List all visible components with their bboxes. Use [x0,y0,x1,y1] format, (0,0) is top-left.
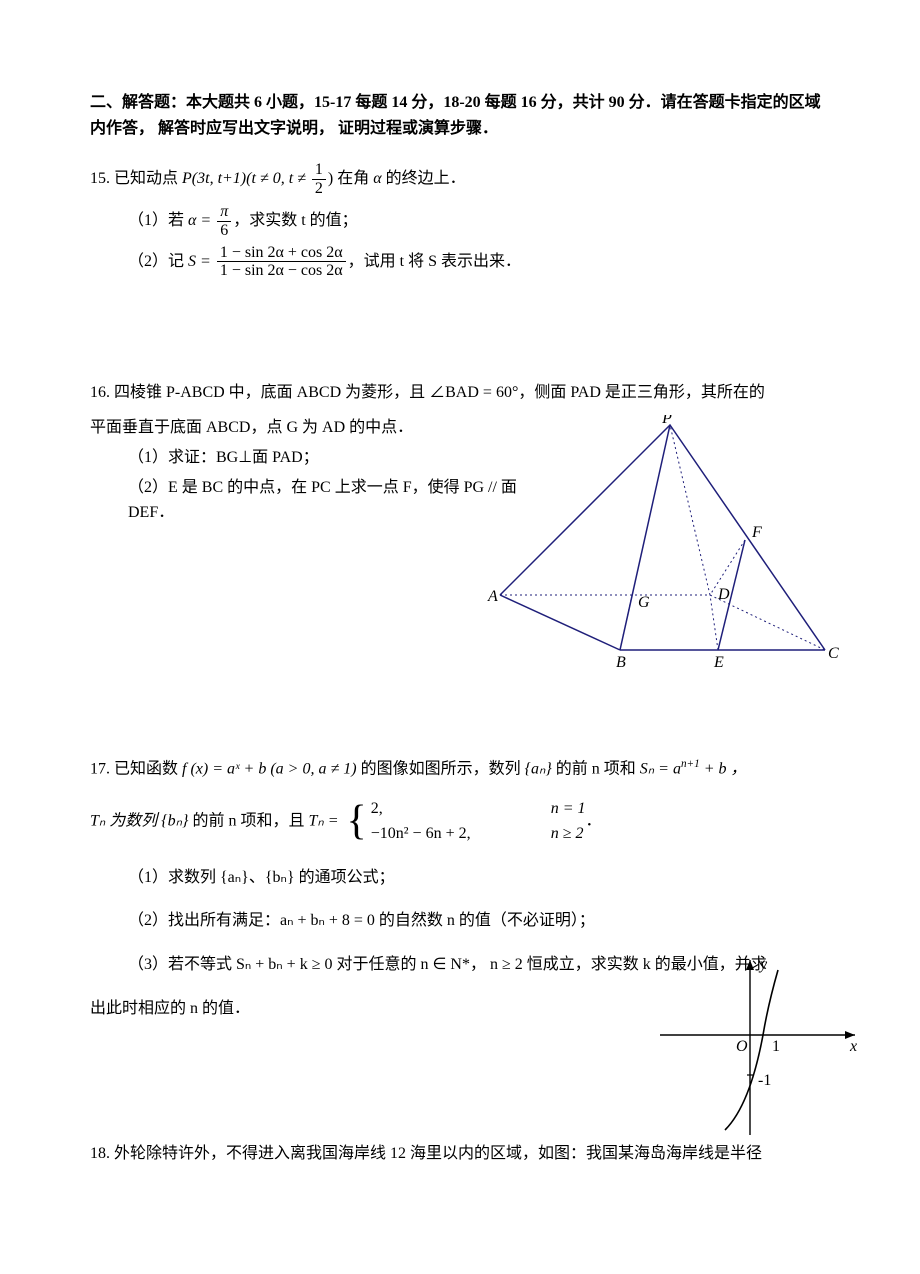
math: P(3t, t+1)(t ≠ 0, t ≠ [182,170,310,187]
math: {aₙ} [525,760,552,777]
text: 外轮除特许外，不得进入离我国海岸线 12 海里以内的区域，如图：我国某海岛海岸线… [110,1145,762,1162]
math: α [373,170,381,187]
case-2-left: −10n² − 6n + 2, [371,821,521,847]
problem-number: 17. [90,760,110,777]
problem-18-stem: 18. 外轮除特许外，不得进入离我国海岸线 12 海里以内的区域，如图：我国某海… [90,1141,830,1167]
problem-15-stem: 15. 已知动点 P(3t, t+1)(t ≠ 0, t ≠ 12) 在角 α … [90,161,830,197]
denominator: 1 − sin 2α − cos 2α [217,261,346,280]
denominator: 6 [217,221,231,240]
numerator: 1 [312,161,326,179]
text: ) 在角 [328,170,373,187]
problem-number: 15. [90,170,110,187]
problem-17-part-1: （1）求数列 {aₙ}、{bₙ} 的通项公式； [90,865,830,891]
fraction: π6 [217,203,231,239]
origin-label: O [736,1038,748,1055]
problem-15-part-1: （1）若 α = π6，求实数 t 的值； [90,203,830,239]
edge-dp [670,425,710,595]
fraction: 1 − sin 2α + cos 2α1 − sin 2α − cos 2α [217,244,346,280]
label-p: P [661,415,672,427]
label-g: G [638,594,650,611]
numerator: π [217,203,231,221]
text: （1）若 [128,212,188,229]
problem-17-stem: 17. 已知函数 f (x) = aˣ + b (a > 0, a ≠ 1) 的… [90,756,830,782]
problem-number: 16. [90,384,110,401]
text: ． [586,812,602,829]
exam-page: 二、解答题：本大题共 6 小题，15-17 每题 14 分，18-20 每题 1… [0,0,920,1274]
function-graph: x y O 1 -1 [660,955,860,1140]
piecewise: { 2, n = 1 −10n² − 6n + 2, n ≥ 2 [347,796,586,847]
text: 四棱锥 P-ABCD 中，底面 ABCD 为菱形，且 ∠BAD = 60°，侧面… [110,384,765,401]
text: 已知动点 [110,170,182,187]
label-c: C [828,645,839,662]
edge-ed [710,595,718,650]
text: 已知函数 [110,760,182,777]
label-d: D [717,586,730,603]
tick-1: 1 [772,1038,780,1055]
arrowhead-icon [746,960,754,970]
left-brace-icon: { [347,796,367,847]
axis-label-y: y [758,956,768,973]
axis-label-x: x [849,1038,857,1055]
math: Tₙ = [308,812,342,829]
math: α = [188,212,215,229]
label-e: E [713,654,724,670]
curve [725,970,778,1130]
text: ，求实数 t 的值； [233,212,357,229]
problem-15-part-2: （2）记 S = 1 − sin 2α + cos 2α1 − sin 2α −… [90,244,830,280]
case-1-left: 2, [371,796,521,822]
case-2-cond: n ≥ 2 [551,821,584,847]
edge-dc [710,595,825,650]
math: + b ， [700,760,747,777]
math: Sₙ = a [640,760,681,777]
math: f (x) = aˣ + b (a > 0, a ≠ 1) [182,760,357,777]
text: （2）记 [128,252,188,269]
label-b: B [616,654,626,670]
denominator: 2 [312,179,326,198]
text: 的图像如图所示，数列 [357,760,525,777]
section-heading: 二、解答题：本大题共 6 小题，15-17 每题 14 分，18-20 每题 1… [90,90,830,141]
math: Tₙ 为数列 [90,812,161,829]
label-a: A [487,588,498,605]
numerator: 1 − sin 2α + cos 2α [217,244,346,262]
text: ，试用 t 将 S 表示出来． [348,252,521,269]
math: {bₙ} [161,812,188,829]
pyramid-diagram: P A B C D E F G [470,415,840,670]
exponent: n+1 [681,758,700,770]
problem-17-part-2: （2）找出所有满足：aₙ + bₙ + 8 = 0 的自然数 n 的值（不必证明… [90,908,830,934]
math: S = [188,252,215,269]
problem-17-tn: Tₙ 为数列 {bₙ} 的前 n 项和，且 Tₙ = { 2, n = 1 −10… [90,796,830,847]
case-1-cond: n = 1 [551,796,586,822]
edge-ab [500,595,620,650]
problem-15: 15. 已知动点 P(3t, t+1)(t ≠ 0, t ≠ 12) 在角 α … [90,161,830,280]
edge-bp [620,425,670,650]
text: 的前 n 项和 [552,760,640,777]
problem-18: 18. 外轮除特许外，不得进入离我国海岸线 12 海里以内的区域，如图：我国某海… [90,1141,830,1167]
label-f: F [751,524,762,541]
text: 的终边上． [382,170,466,187]
problem-16-stem-line-1: 16. 四棱锥 P-ABCD 中，底面 ABCD 为菱形，且 ∠BAD = 60… [90,380,830,406]
problem-number: 18. [90,1145,110,1162]
text: 的前 n 项和，且 [188,812,308,829]
tick-neg1: -1 [758,1072,771,1089]
fraction: 12 [312,161,326,197]
